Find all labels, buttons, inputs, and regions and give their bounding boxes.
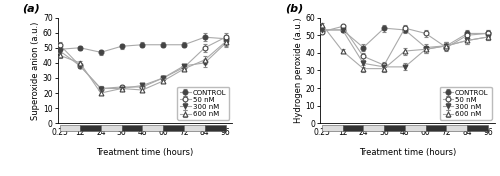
Bar [405, 125, 425, 131]
Bar [322, 125, 342, 131]
Bar [142, 125, 163, 131]
Bar [342, 125, 363, 131]
Bar [60, 125, 80, 131]
Bar [163, 125, 184, 131]
Y-axis label: Hydrogen peroxide (a.u.): Hydrogen peroxide (a.u.) [294, 18, 302, 123]
Text: (a): (a) [22, 3, 40, 13]
Bar [184, 125, 205, 131]
Y-axis label: Superoxide anion (a.u.): Superoxide anion (a.u.) [31, 21, 40, 120]
Bar [384, 125, 405, 131]
Bar [122, 125, 142, 131]
Legend: CONTROL, 50 nM, 300 nM, 600 nM: CONTROL, 50 nM, 300 nM, 600 nM [440, 87, 492, 120]
Legend: CONTROL, 50 nM, 300 nM, 600 nM: CONTROL, 50 nM, 300 nM, 600 nM [178, 87, 229, 120]
Bar [80, 125, 101, 131]
Bar [101, 125, 121, 131]
Bar [205, 125, 226, 131]
Bar [364, 125, 384, 131]
Bar [426, 125, 446, 131]
Bar [468, 125, 488, 131]
X-axis label: Treatment time (hours): Treatment time (hours) [359, 148, 456, 157]
Text: (b): (b) [285, 3, 303, 13]
Bar [446, 125, 468, 131]
X-axis label: Treatment time (hours): Treatment time (hours) [96, 148, 194, 157]
